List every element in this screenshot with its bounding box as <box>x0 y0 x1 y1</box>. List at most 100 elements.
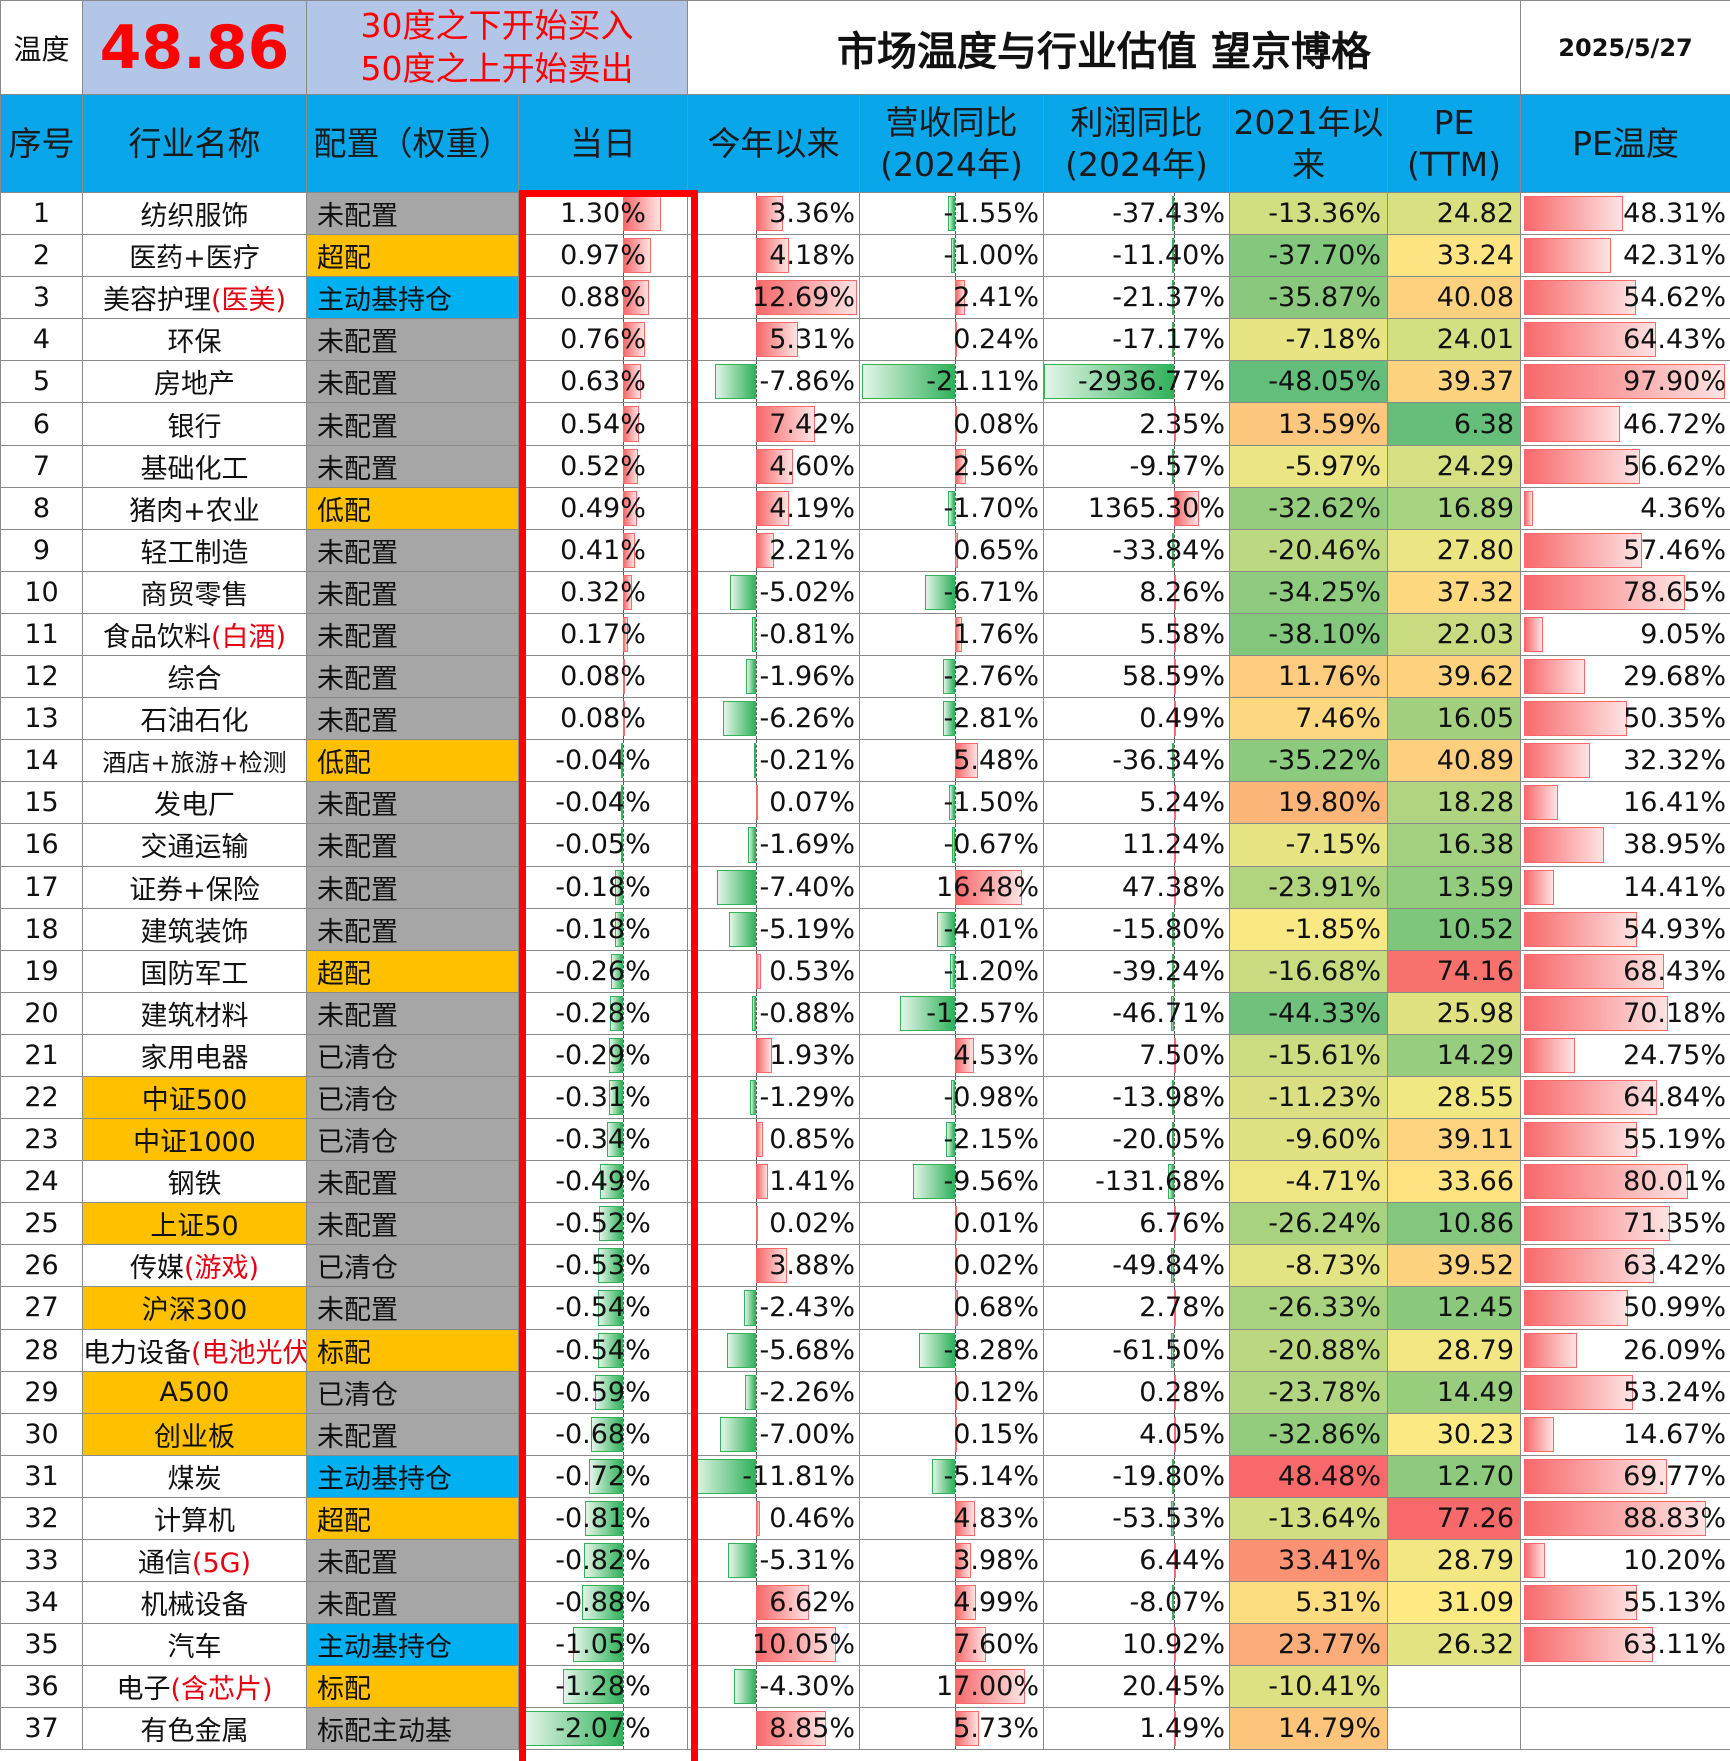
today-value: -1.28% <box>555 1671 651 1703</box>
ytd-cell: 3.36% <box>687 191 860 236</box>
rev-cell: -6.71% <box>859 570 1044 614</box>
pe-temp-value: 71.35% <box>1623 1208 1727 1240</box>
rev-databar <box>925 574 956 610</box>
ytd-axis <box>756 909 758 950</box>
since-2021-cell: 5.31% <box>1229 1581 1388 1625</box>
pe-temp-value: 78.65% <box>1623 576 1727 608</box>
rev-databar <box>955 448 966 484</box>
ytd-databar <box>756 1037 772 1073</box>
rev-cell: -12.57% <box>859 991 1044 1035</box>
today-databar <box>525 1711 624 1747</box>
col-name: 行业名称 <box>82 94 307 193</box>
allocation-tag: 标配 <box>306 1665 519 1709</box>
industry-name: 国防军工 <box>82 949 307 993</box>
ytd-cell: -0.81% <box>687 612 860 657</box>
table-row: 2 医药+医疗 超配 0.97% 4.18% -1.00% -11.40% -37.70% 33… <box>0 234 1730 278</box>
allocation-tag: 未配置 <box>306 1412 519 1456</box>
today-value: -0.54% <box>555 1334 651 1366</box>
rev-cell: -21.11% <box>859 360 1044 404</box>
profit-cell: -2936.77% <box>1043 360 1230 404</box>
industry-name-text: 煤炭 <box>167 1463 222 1495</box>
profit-cell: -39.24% <box>1043 949 1230 993</box>
pe-temp-value: 55.19% <box>1623 1124 1727 1156</box>
profit-cell: 7.50% <box>1043 1033 1230 1077</box>
pe-ttm-cell: 10.86 <box>1386 1202 1522 1246</box>
table-row: 31 煤炭 主动基持仓 -0.72% -11.81% -5.14% -19.80% 48.48… <box>0 1454 1730 1498</box>
ytd-databar <box>719 1416 757 1452</box>
pe-temp-cell: 69.77% <box>1520 1454 1730 1498</box>
since-2021-cell: -13.64% <box>1229 1496 1388 1541</box>
today-databar <box>573 1627 624 1663</box>
rev-cell: 0.12% <box>859 1370 1044 1414</box>
row-index: 22 <box>0 1075 83 1120</box>
pe-temp-value: 24.75% <box>1623 1039 1727 1071</box>
pe-temp-value: 70.18% <box>1623 997 1727 1029</box>
profit-cell: 58.59% <box>1043 655 1230 699</box>
pe-ttm-cell: 74.16 <box>1386 949 1522 993</box>
ytd-databar <box>715 364 757 400</box>
pe-temp-cell: 57.46% <box>1520 528 1730 572</box>
pe-temp-cell: 24.75% <box>1520 1033 1730 1077</box>
rev-cell: 0.15% <box>859 1412 1044 1456</box>
row-index: 27 <box>0 1286 83 1330</box>
profit-databar <box>1171 532 1174 568</box>
ytd-axis <box>756 867 758 908</box>
rev-value: -0.67% <box>943 829 1039 861</box>
pe-temp-databar <box>1524 953 1665 989</box>
ytd-value: -0.81% <box>759 618 855 650</box>
industry-name: 中证1000 <box>82 1118 307 1162</box>
rev-axis <box>955 361 957 402</box>
rev-value: -4.01% <box>943 913 1039 945</box>
ytd-axis <box>756 1077 758 1118</box>
pe-ttm-cell: 22.03 <box>1386 612 1522 657</box>
sheet-date: 2025/5/27 <box>1520 0 1730 95</box>
rev-cell: 4.99% <box>859 1581 1044 1625</box>
today-cell: -0.72% <box>518 1454 688 1498</box>
col-since2021-l2: 来 <box>1292 144 1325 184</box>
today-databar <box>614 869 624 905</box>
pe-temp-databar <box>1524 532 1642 568</box>
profit-cell: 2.35% <box>1043 402 1230 446</box>
pe-temp-value: 63.11% <box>1623 1629 1727 1661</box>
rule-buy: 30度之下开始买入 <box>360 5 634 45</box>
table-row: 34 机械设备 未配置 -0.88% 6.62% 4.99% -8.07% 5.31% 31.0… <box>0 1581 1730 1625</box>
table-row: 10 商贸零售 未配置 0.32% -5.02% -6.71% 8.26% -34.25% 37… <box>0 570 1730 614</box>
pe-temp-value: 46.72% <box>1623 408 1727 440</box>
industry-name: 商贸零售 <box>82 570 307 614</box>
industry-name: 沪深300 <box>82 1286 307 1330</box>
pe-temp-cell: 16.41% <box>1520 781 1730 825</box>
pe-ttm-cell: 40.08 <box>1386 276 1522 320</box>
rev-value: 3.98% <box>953 1545 1039 1577</box>
today-value: 0.54% <box>560 408 646 440</box>
profit-cell: -20.05% <box>1043 1118 1230 1162</box>
since-2021-cell: 13.59% <box>1229 402 1388 446</box>
pe-temp-cell: 10.20% <box>1520 1538 1730 1583</box>
pe-temp-databar <box>1524 827 1604 863</box>
table-body: 1 纺织服饰 未配置 1.30% 3.36% -1.55% -37.43% -13.36% 24… <box>0 191 1730 1751</box>
profit-value: 2.78% <box>1139 1292 1225 1324</box>
today-cell: -0.52% <box>518 1202 688 1246</box>
industry-name-text: A500 <box>159 1376 230 1408</box>
rev-value: 0.01% <box>953 1208 1039 1240</box>
industry-name-highlight: (游戏) <box>183 1253 260 1285</box>
row-index: 6 <box>0 402 83 446</box>
rev-cell: 2.41% <box>859 276 1044 320</box>
rev-cell: -1.50% <box>859 781 1044 825</box>
pe-temp-value: 56.62% <box>1623 450 1727 482</box>
ytd-cell: -0.88% <box>687 991 860 1035</box>
ytd-value: 4.60% <box>769 450 855 482</box>
rev-databar <box>955 1206 958 1242</box>
industry-name: 传媒(游戏) <box>82 1244 307 1288</box>
allocation-tag: 未配置 <box>306 907 519 951</box>
profit-axis <box>1173 740 1175 781</box>
ytd-value: 3.88% <box>769 1250 855 1282</box>
rev-cell: 17.00% <box>859 1665 1044 1709</box>
pe-temp-cell: 54.62% <box>1520 276 1730 320</box>
today-cell: -1.05% <box>518 1623 688 1667</box>
ytd-axis <box>756 1330 758 1371</box>
rev-value: 5.48% <box>953 745 1039 777</box>
rev-value: 1.76% <box>953 618 1039 650</box>
today-databar <box>598 1248 624 1284</box>
ytd-databar <box>729 911 757 947</box>
ytd-axis <box>756 361 758 402</box>
